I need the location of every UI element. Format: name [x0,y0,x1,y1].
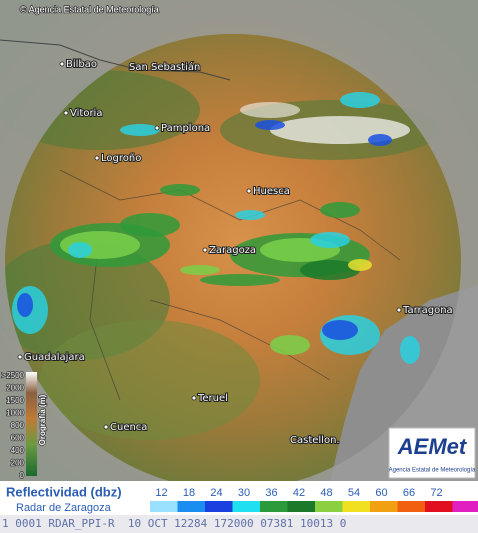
city-name: Zaragoza [209,245,256,256]
scale-label: 54 [348,487,360,499]
radar-echoes [12,92,420,364]
city-name: Teruel [197,393,228,404]
city-name: Bilbao [66,59,97,70]
reflectivity-title: Reflectividad (dbz) [6,484,122,499]
radar-name: Radar de Zaragoza [16,502,112,514]
city-name: Logroño [101,153,141,164]
echo [310,232,350,248]
echo [180,265,220,275]
scale-label: 60 [375,487,387,499]
city-marker [59,61,65,67]
color-swatch [342,501,370,512]
city-marker [154,125,160,131]
city-marker [103,424,109,430]
orography-legend: Orografía (m) >2500200015001000800600400… [1,370,48,481]
scale-label: 66 [403,487,415,499]
scale-label: 72 [430,487,442,499]
city-name: Pamplona [161,123,210,134]
echo [68,242,92,258]
city-marker [202,247,208,253]
scale-label: 42 [293,487,305,499]
color-swatch [452,501,478,512]
color-swatch [232,501,260,512]
orography-label: 200 [11,459,25,468]
city-name: Cuenca [110,422,147,433]
echo [17,293,33,317]
scale-label: 30 [238,487,250,499]
city-name: San Sebastián [129,61,200,73]
echo [255,120,285,130]
city-name: Castellon. [290,435,340,446]
color-swatch [315,501,343,512]
orography-label: 600 [11,434,25,443]
reflectivity-scale: 12 18 24 30 36 42 48 54 60 66 72 [150,487,478,512]
city-marker [17,354,23,360]
logo-name: AEMet [397,434,468,459]
echo [320,202,360,218]
echo [270,335,310,355]
city-labels: Bilbao San Sebastián Vitoria Pamplona Logroñ… [17,58,454,447]
city-marker [94,155,100,161]
city-name: Vitoria [70,108,102,119]
scale-label: 18 [183,487,195,499]
orography-label: 800 [11,421,25,430]
color-swatch [287,501,315,512]
city-marker [63,110,69,116]
color-swatch [425,501,453,512]
orography-label: 1000 [6,409,24,418]
echo [348,259,372,271]
echo [300,260,360,280]
coastline [0,39,231,81]
echo [368,134,392,146]
color-swatch [397,501,425,512]
city-marker [191,395,197,401]
color-swatch [205,501,233,512]
terrain [40,320,260,440]
echo [235,210,265,220]
echo [120,213,180,237]
city-name: Tarragona [402,305,453,316]
logo-box [388,427,476,479]
color-swatch [150,501,178,512]
orography-label: 1500 [6,396,24,405]
orography-label: 400 [11,446,25,455]
map: Bilbao San Sebastián Vitoria Pamplona Logroñ… [0,0,478,481]
scale-label: 12 [155,487,167,499]
scale-label: 36 [265,487,277,499]
color-swatch [177,501,205,512]
status-line: 1 0001 RDAR_PPI-R 10 OCT 12284 172000 07… [2,517,346,530]
city-name: Guadalajara [24,352,85,363]
echo [200,274,280,286]
orography-label: 0 [20,471,25,480]
logo-caption: Agencia Estatal de Meteorología [389,468,476,474]
color-swatch [370,501,398,512]
scale-label: 24 [210,487,222,499]
scale-label: 48 [320,487,332,499]
copyright: © Agencia Estatal de Meteorología [20,4,159,14]
status-bar [0,515,478,533]
city-name: Huesca [253,186,290,197]
orography-label: >2500 [2,371,25,380]
orography-scale [26,372,37,476]
echo [400,336,420,364]
color-swatch [260,501,288,512]
snow [240,102,300,118]
orography-title: Orografía (m) [38,394,47,445]
city-marker [396,307,402,313]
echo [322,320,358,340]
echo [340,92,380,108]
orography-label: 2000 [6,384,24,393]
echo [120,124,160,136]
city-marker [246,188,252,194]
logo: AEMet Agencia Estatal de Meteorología [388,427,476,479]
echo [160,184,200,196]
